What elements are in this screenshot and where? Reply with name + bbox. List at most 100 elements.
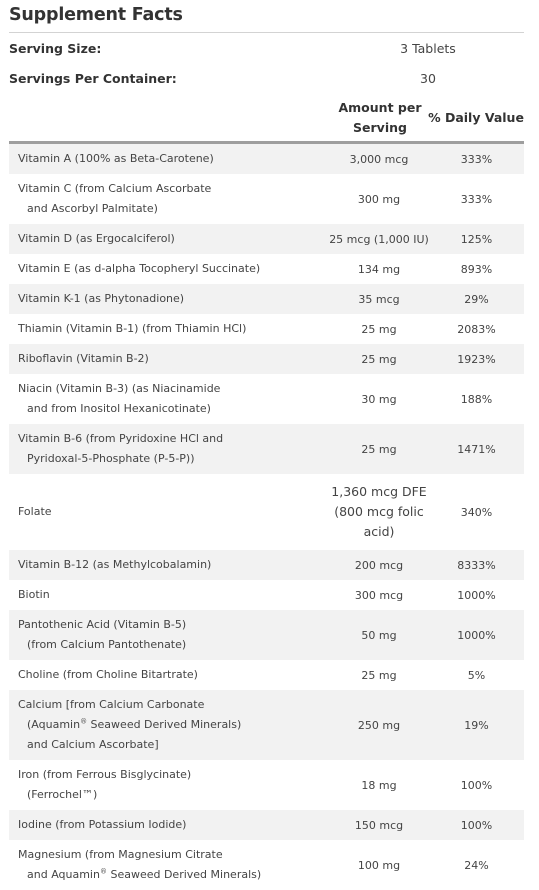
nutrient-daily-value: 2083% (429, 314, 524, 344)
nutrient-name-line: Riboflavin (Vitamin B-2) (18, 352, 149, 365)
nutrient-name-line: Vitamin E (as d-alpha Tocopheryl Succina… (18, 262, 261, 275)
serving-size-label: Serving Size: (9, 41, 102, 56)
nutrient-name-line: and Ascorbyl Palmitate) (27, 202, 158, 215)
table-row: Iron (from Ferrous Bisglycinate) (Ferroch… (9, 760, 524, 810)
nutrient-amount-line: acid) (363, 524, 395, 539)
nutrient-name-line: and Aquamin® Seaweed Derived Minerals) (27, 867, 262, 881)
nutrient-daily-value: 19% (429, 690, 524, 760)
nutrient-daily-value: 188% (429, 374, 524, 424)
table-row: Riboflavin (Vitamin B-2) 25 mg 1923% (9, 344, 524, 374)
nutrient-name-line: Vitamin C (from Calcium Ascorbate (18, 182, 212, 195)
nutrient-name-line: Iodine (from Potassium Iodide) (18, 818, 187, 831)
nutrient-amount: 300 mcg (329, 580, 429, 610)
nutrient-name: Pantothenic Acid (Vitamin B-5) (from Calc… (9, 610, 329, 660)
nutrient-amount-line: (800 mcg folic (334, 504, 424, 519)
table-row: Vitamin B-12 (as Methylcobalamin) 200 mcg… (9, 550, 524, 580)
nutrient-daily-value: 1471% (429, 424, 524, 474)
nutrient-daily-value: 8333% (429, 550, 524, 580)
nutrient-amount: 3,000 mcg (329, 144, 429, 174)
table-row: Vitamin C (from Calcium Ascorbate and Asc… (9, 174, 524, 224)
table-row: Iodine (from Potassium Iodide) 150 mcg 100… (9, 810, 524, 840)
nutrient-amount: 25 mg (329, 424, 429, 474)
nutrient-daily-value: 1000% (429, 610, 524, 660)
nutrient-daily-value: 1000% (429, 580, 524, 610)
amount-header-line: Amount per (338, 100, 422, 115)
nutrient-daily-value: 340% (429, 474, 524, 550)
nutrient-daily-value: 333% (429, 144, 524, 174)
table-row: Vitamin D (as Ergocalciferol) 25 mcg (1,0… (9, 224, 524, 254)
nutrient-amount: 35 mcg (329, 284, 429, 314)
nutrient-name-line: Calcium [from Calcium Carbonate (18, 698, 205, 711)
table-row: Magnesium (from Magnesium Citrate and Aqu… (9, 840, 524, 890)
nutrient-daily-value: 100% (429, 760, 524, 810)
nutrient-amount: 300 mg (329, 174, 429, 224)
nutrient-daily-value: 893% (429, 254, 524, 284)
nutrient-amount: 200 mcg (329, 550, 429, 580)
nutrient-name: Biotin (9, 580, 329, 610)
nutrient-name-line: and from Inositol Hexanicotinate) (27, 402, 211, 415)
nutrient-name: Niacin (Vitamin B-3) (as Niacinamide and … (9, 374, 329, 424)
nutrient-amount: 150 mcg (329, 810, 429, 840)
table-row: Pantothenic Acid (Vitamin B-5) (from Calc… (9, 610, 524, 660)
nutrient-name-line: and Calcium Ascorbate] (27, 738, 159, 751)
nutrient-name: Iron (from Ferrous Bisglycinate) (Ferroch… (9, 760, 329, 810)
nutrient-daily-value: 24% (429, 840, 524, 890)
nutrient-daily-value: 125% (429, 224, 524, 254)
nutrient-name: Calcium [from Calcium Carbonate (Aquamin®… (9, 690, 329, 760)
nutrient-amount: 250 mg (329, 690, 429, 760)
nutrient-name-line: Thiamin (Vitamin B-1) (from Thiamin HCl) (18, 322, 247, 335)
table-row: Calcium [from Calcium Carbonate (Aquamin®… (9, 690, 524, 760)
nutrient-name: Vitamin B-12 (as Methylcobalamin) (9, 550, 329, 580)
nutrient-table: Vitamin A (100% as Beta-Carotene) 3,000 m… (9, 144, 524, 890)
nutrient-name-line: Iron (from Ferrous Bisglycinate) (18, 768, 192, 781)
nutrient-amount: 25 mcg (1,000 IU) (329, 224, 429, 254)
nutrient-name-line: Vitamin K-1 (as Phytonadione) (18, 292, 185, 305)
nutrient-name: Vitamin K-1 (as Phytonadione) (9, 284, 329, 314)
table-row: Vitamin E (as d-alpha Tocopheryl Succina… (9, 254, 524, 284)
nutrient-amount: 134 mg (329, 254, 429, 284)
nutrient-name-line: Biotin (18, 588, 50, 601)
title-divider (9, 32, 524, 33)
nutrient-daily-value: 100% (429, 810, 524, 840)
nutrient-name-line: (Aquamin® Seaweed Derived Minerals) (27, 717, 242, 731)
nutrient-name-line: (from Calcium Pantothenate) (27, 638, 187, 651)
serving-size-value: 3 Tablets (400, 41, 456, 56)
nutrient-daily-value: 29% (429, 284, 524, 314)
nutrient-name-line: Folate (18, 505, 52, 518)
nutrient-name: Vitamin A (100% as Beta-Carotene) (9, 144, 329, 174)
nutrient-name: Vitamin B-6 (from Pyridoxine HCl and Pyri… (9, 424, 329, 474)
table-row: Vitamin A (100% as Beta-Carotene) 3,000 m… (9, 144, 524, 174)
nutrient-amount: 30 mg (329, 374, 429, 424)
nutrient-name: Folate (9, 474, 329, 550)
table-row: Niacin (Vitamin B-3) (as Niacinamide and … (9, 374, 524, 424)
nutrient-amount: 25 mg (329, 344, 429, 374)
nutrient-name-line: Vitamin D (as Ergocalciferol) (18, 232, 175, 245)
nutrient-name: Iodine (from Potassium Iodide) (9, 810, 329, 840)
nutrient-name: Magnesium (from Magnesium Citrate and Aqu… (9, 840, 329, 890)
amount-header-line: Serving (353, 120, 407, 135)
nutrient-daily-value: 333% (429, 174, 524, 224)
nutrient-name: Thiamin (Vitamin B-1) (from Thiamin HCl) (9, 314, 329, 344)
nutrient-name-line: Niacin (Vitamin B-3) (as Niacinamide (18, 382, 221, 395)
nutrient-daily-value: 1923% (429, 344, 524, 374)
nutrient-name-line: Vitamin A (100% as Beta-Carotene) (18, 152, 214, 165)
nutrient-amount: 100 mg (329, 840, 429, 890)
nutrient-name-line: Choline (from Choline Bitartrate) (18, 668, 198, 681)
nutrient-name: Choline (from Choline Bitartrate) (9, 660, 329, 690)
table-row: Folate 1,360 mcg DFE (800 mcg folic acid) 34… (9, 474, 524, 550)
nutrient-amount: 25 mg (329, 314, 429, 344)
nutrient-name: Vitamin C (from Calcium Ascorbate and Asc… (9, 174, 329, 224)
table-row: Vitamin B-6 (from Pyridoxine HCl and Pyri… (9, 424, 524, 474)
nutrient-name-line: Magnesium (from Magnesium Citrate (18, 848, 223, 861)
nutrient-name-line: Pyridoxal-5-Phosphate (P-5-P)) (27, 452, 195, 465)
nutrient-name-line: Vitamin B-12 (as Methylcobalamin) (18, 558, 212, 571)
nutrient-name-line: Pantothenic Acid (Vitamin B-5) (18, 618, 187, 631)
table-row: Choline (from Choline Bitartrate) 25 mg 5% (9, 660, 524, 690)
nutrient-amount: 50 mg (329, 610, 429, 660)
nutrient-name-line: Vitamin B-6 (from Pyridoxine HCl and (18, 432, 224, 445)
table-row: Biotin 300 mcg 1000% (9, 580, 524, 610)
table-row: Thiamin (Vitamin B-1) (from Thiamin HCl)… (9, 314, 524, 344)
nutrient-amount: 1,360 mcg DFE (800 mcg folic acid) (329, 474, 429, 550)
nutrient-name: Vitamin E (as d-alpha Tocopheryl Succina… (9, 254, 329, 284)
